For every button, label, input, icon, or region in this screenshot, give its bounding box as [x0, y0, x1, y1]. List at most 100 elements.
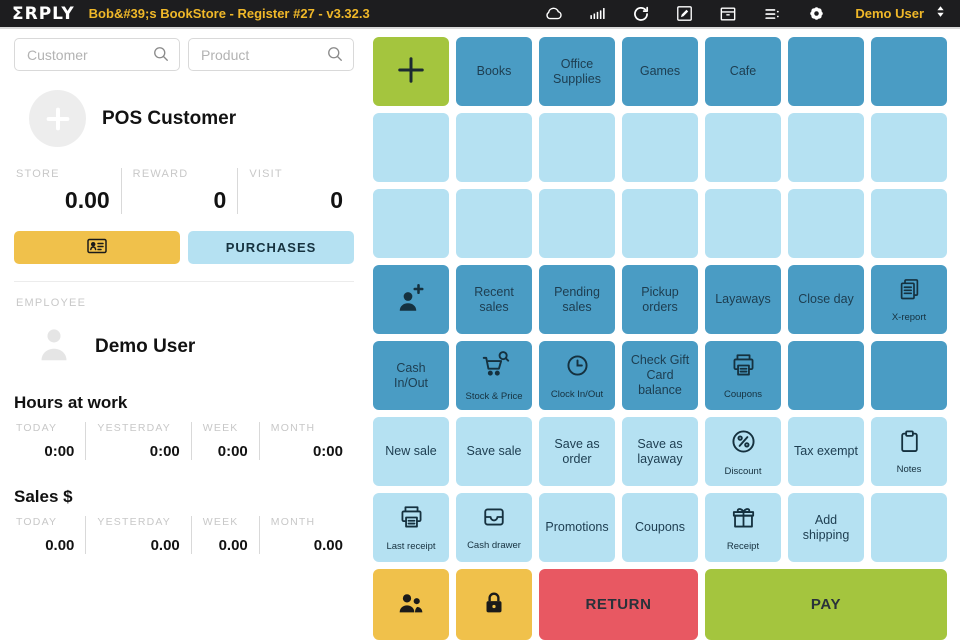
product-search-input[interactable]	[188, 38, 354, 71]
stat-reward: REWARD 0	[120, 168, 238, 214]
drawer-icon	[480, 503, 508, 535]
add-customer-avatar-icon[interactable]	[29, 90, 86, 147]
empty-shortcut-tile[interactable]	[705, 189, 781, 258]
stat-store: STORE 0.00	[16, 168, 110, 213]
empty-shortcut-tile[interactable]	[788, 113, 864, 182]
employee-name: Demo User	[95, 335, 196, 357]
hours-title: Hours at work	[14, 393, 128, 412]
percent-circle-icon	[728, 426, 759, 461]
empty-shortcut-tile[interactable]	[871, 189, 947, 258]
cloud-icon[interactable]	[544, 4, 564, 24]
cash-in-out-button[interactable]: Cash In/Out	[373, 341, 449, 410]
empty-shortcut-tile[interactable]	[871, 113, 947, 182]
hours-yesterday: YESTERDAY 0:00	[85, 422, 190, 460]
refresh-icon[interactable]	[631, 4, 651, 24]
sales-today: TODAY 0.00	[16, 516, 75, 554]
category-games-button[interactable]: Games	[622, 37, 698, 106]
edit-icon[interactable]	[675, 4, 694, 23]
stat-visit: VISIT 0	[237, 168, 354, 214]
empty-shortcut-tile[interactable]	[788, 189, 864, 258]
return-button[interactable]: RETURN	[539, 569, 698, 640]
lock-register-button[interactable]	[456, 569, 532, 640]
save-sale-button[interactable]: Save sale	[456, 417, 532, 486]
save-as-layaway-button[interactable]: Save as layaway	[622, 417, 698, 486]
empty-shortcut-tile[interactable]	[373, 189, 449, 258]
printer-icon	[729, 351, 758, 384]
stock-and-price-button[interactable]: Stock & Price	[456, 341, 532, 410]
menu-list-icon[interactable]	[762, 4, 782, 24]
close-day-button[interactable]: Close day	[788, 265, 864, 334]
tax-exempt-button[interactable]: Tax exempt	[788, 417, 864, 486]
search-icon[interactable]	[325, 44, 345, 69]
search-icon[interactable]	[151, 44, 171, 69]
customers-button[interactable]	[373, 569, 449, 640]
clock-in-out-button[interactable]: Clock In/Out	[539, 341, 615, 410]
customer-summary[interactable]: POS Customer	[14, 90, 354, 147]
signal-bars-icon[interactable]	[588, 4, 607, 23]
user-select-arrows-icon	[933, 4, 948, 24]
cart-search-icon	[478, 349, 511, 386]
sales-week: WEEK 0.00	[190, 516, 259, 554]
x-report-button[interactable]: X-report	[871, 265, 947, 334]
plus-icon	[393, 52, 429, 92]
category-cafe-button[interactable]: Cafe	[705, 37, 781, 106]
customer-stats: STORE 0.00 REWARD 0 VISIT 0	[14, 168, 354, 214]
main-area: POS Customer STORE 0.00 REWARD 0 VISIT 0	[0, 27, 960, 640]
pay-button[interactable]: PAY	[705, 569, 947, 640]
save-as-order-button[interactable]: Save as order	[539, 417, 615, 486]
printer-icon	[397, 503, 426, 536]
layaways-button[interactable]: Layaways	[705, 265, 781, 334]
empty-shortcut-tile[interactable]	[373, 113, 449, 182]
coupons-print-button[interactable]: Coupons	[705, 341, 781, 410]
hours-week: WEEK 0:00	[190, 422, 259, 460]
search-row	[14, 38, 354, 71]
add-product-group-button[interactable]	[373, 37, 449, 106]
customer-search-input[interactable]	[14, 38, 180, 71]
customer-buttons: PURCHASES	[14, 231, 354, 264]
discount-button[interactable]: Discount	[705, 417, 781, 486]
add-shipping-button[interactable]: Add shipping	[788, 493, 864, 562]
new-sale-button[interactable]: New sale	[373, 417, 449, 486]
customer-card-button[interactable]	[14, 231, 180, 264]
pickup-orders-button[interactable]: Pickup orders	[622, 265, 698, 334]
recent-sales-button[interactable]: Recent sales	[456, 265, 532, 334]
receipt-gift-button[interactable]: Receipt	[705, 493, 781, 562]
last-receipt-button[interactable]: Last receipt	[373, 493, 449, 562]
customer-name: POS Customer	[102, 107, 237, 129]
empty-category-tile[interactable]	[871, 37, 947, 106]
cash-drawer-icon[interactable]	[718, 4, 738, 24]
hours-today: TODAY 0:00	[16, 422, 75, 460]
top-bar: ΣRPLY Bob&#39;s BookStore - Register #27…	[0, 0, 960, 27]
category-books-button[interactable]: Books	[456, 37, 532, 106]
lock-icon	[479, 588, 509, 622]
empty-shortcut-tile[interactable]	[456, 189, 532, 258]
add-customer-button[interactable]	[373, 265, 449, 334]
purchases-button[interactable]: PURCHASES	[188, 231, 354, 264]
empty-shortcut-tile[interactable]	[871, 493, 947, 562]
product-search	[188, 38, 354, 71]
people-icon	[395, 587, 427, 623]
notes-button[interactable]: Notes	[871, 417, 947, 486]
category-office-supplies-button[interactable]: Office Supplies	[539, 37, 615, 106]
empty-category-tile[interactable]	[788, 37, 864, 106]
cash-drawer-button[interactable]: Cash drawer	[456, 493, 532, 562]
empty-shortcut-tile[interactable]	[622, 189, 698, 258]
coupons-button[interactable]: Coupons	[622, 493, 698, 562]
empty-function-tile[interactable]	[871, 341, 947, 410]
empty-shortcut-tile[interactable]	[456, 113, 532, 182]
employee-summary[interactable]: Demo User	[14, 321, 354, 372]
pending-sales-button[interactable]: Pending sales	[539, 265, 615, 334]
check-gift-card-balance-button[interactable]: Check Gift Card balance	[622, 341, 698, 410]
person-avatar-icon	[31, 321, 77, 372]
empty-shortcut-tile[interactable]	[539, 113, 615, 182]
topbar-icons	[544, 3, 827, 24]
empty-function-tile[interactable]	[788, 341, 864, 410]
empty-shortcut-tile[interactable]	[622, 113, 698, 182]
pos-button-grid: Books Office Supplies Games Cafe	[368, 29, 960, 640]
empty-shortcut-tile[interactable]	[705, 113, 781, 182]
empty-shortcut-tile[interactable]	[539, 189, 615, 258]
promotions-button[interactable]: Promotions	[539, 493, 615, 562]
settings-gear-icon[interactable]	[806, 3, 827, 24]
user-menu[interactable]: Demo User	[855, 4, 948, 24]
